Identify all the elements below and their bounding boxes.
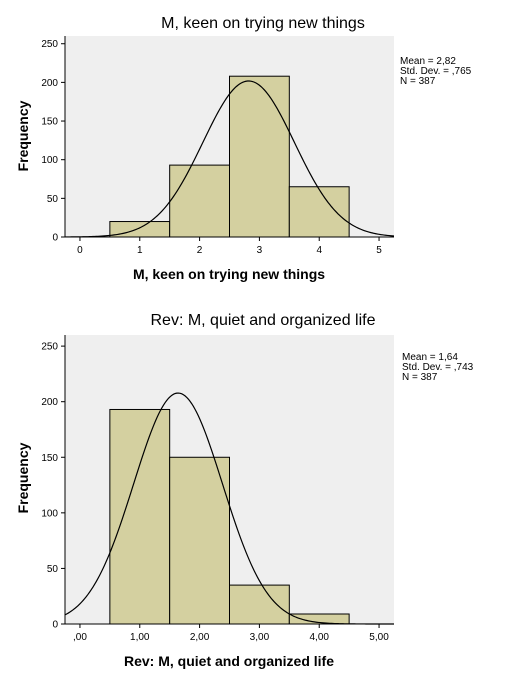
x-tick-label: 4,00 [309, 632, 329, 643]
histogram-keen-on-new-things: M, keen on trying new things M, keen on … [15, 15, 472, 282]
stats-label: N = 387 [402, 372, 438, 383]
normal-curve [64, 80, 395, 238]
x-axis-label: M, keen on trying new things [133, 266, 325, 282]
stats-label: N = 387 [400, 76, 436, 87]
histogram-bar [229, 75, 290, 238]
x-tick-label: ,00 [73, 632, 87, 643]
y-tick-label: 0 [52, 233, 58, 244]
histogram-bar [109, 408, 171, 625]
histogram-bar [169, 164, 231, 238]
chart-title: Rev: M, quiet and organized life [150, 312, 375, 329]
stats-label: Std. Dev. = ,765 [400, 66, 472, 77]
x-axis-label: Rev: M, quiet and organized life [124, 653, 334, 669]
stats-label: Std. Dev. = ,743 [402, 362, 474, 373]
x-tick-label: 1 [137, 245, 143, 256]
histogram-bar [229, 584, 290, 625]
y-tick-label: 150 [41, 453, 58, 464]
x-tick-label: 5,00 [369, 632, 389, 643]
y-tick-label: 250 [41, 39, 58, 50]
stats-label: Mean = 1,64 [402, 352, 458, 363]
stats-label: Mean = 2,82 [400, 56, 456, 67]
y-tick-label: 100 [41, 155, 58, 166]
x-tick-label: 1,00 [130, 632, 150, 643]
y-tick-label: 100 [41, 508, 58, 519]
histogram-quiet-organized-life: Rev: M, quiet and organized life Rev: M,… [15, 312, 474, 669]
y-tick-label: 250 [41, 342, 58, 353]
x-tick-label: 2,00 [190, 632, 210, 643]
x-tick-label: 5 [376, 245, 382, 256]
x-tick-label: 0 [77, 245, 83, 256]
histogram-bar [169, 456, 231, 625]
y-axis-label: Frequency [15, 442, 31, 513]
x-tick-label: 3,00 [250, 632, 270, 643]
x-tick-label: 4 [316, 245, 322, 256]
histogram-bar [288, 186, 350, 238]
x-tick-label: 2 [197, 245, 203, 256]
y-tick-label: 150 [41, 117, 58, 128]
y-tick-label: 50 [47, 564, 59, 575]
x-tick-label: 3 [257, 245, 263, 256]
y-tick-label: 0 [52, 620, 58, 631]
y-tick-label: 200 [41, 78, 58, 89]
chart-title: M, keen on trying new things [161, 15, 365, 32]
y-tick-label: 200 [41, 397, 58, 408]
y-axis-label: Frequency [15, 100, 31, 171]
y-tick-label: 50 [47, 194, 59, 205]
